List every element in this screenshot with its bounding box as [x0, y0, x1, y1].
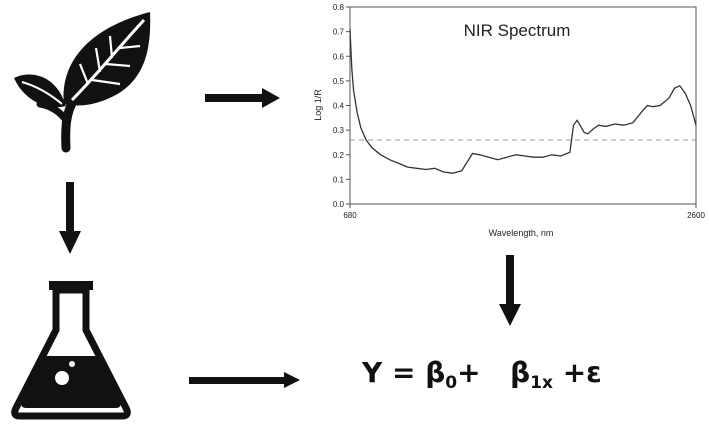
x-tick-label: 2600 — [687, 211, 705, 220]
y-tick-label: 0.8 — [333, 3, 345, 12]
y-tick-label: 0.5 — [333, 77, 345, 86]
y-tick-label: 0.2 — [333, 151, 345, 160]
arrow-down-icon — [499, 255, 521, 326]
spectrum-series-line — [349, 29, 697, 174]
x-tick-label: 680 — [343, 211, 357, 220]
eq-beta-0: β — [425, 356, 446, 389]
y-tick-label: 0.0 — [333, 200, 345, 209]
eq-equals: = — [392, 356, 416, 389]
y-tick-label: 0.3 — [333, 126, 345, 135]
eq-beta-1x: β — [510, 356, 531, 389]
y-tick-label: 0.4 — [333, 102, 345, 111]
eq-plus: + — [457, 356, 481, 389]
flask-icon — [11, 281, 131, 420]
plant-icon — [14, 12, 151, 153]
arrow-right-icon — [189, 372, 300, 388]
arrow-down-icon — [59, 182, 81, 254]
nir-spectrum-chart: 0.0 0.1 0.2 0.3 0.4 0.5 0.6 0.7 0.8 680 2600 NIR … — [313, 3, 705, 238]
eq-sub-0: 0 — [445, 373, 458, 393]
eq-plus: + — [562, 356, 587, 389]
y-axis-label: Log 1/R — [313, 89, 323, 121]
regression-equation: Y = β0+ β1x +ε — [362, 356, 602, 393]
y-tick-label: 0.6 — [333, 52, 345, 61]
chart-title: NIR Spectrum — [464, 21, 571, 40]
eq-y: Y — [362, 356, 383, 389]
y-tick-label: 0.1 — [333, 175, 345, 184]
eq-sub-1x: 1x — [530, 373, 553, 393]
eq-epsilon: ε — [586, 356, 602, 389]
x-axis-label: Wavelength, nm — [489, 228, 554, 238]
arrow-right-icon — [205, 88, 280, 108]
y-tick-label: 0.7 — [333, 28, 345, 37]
